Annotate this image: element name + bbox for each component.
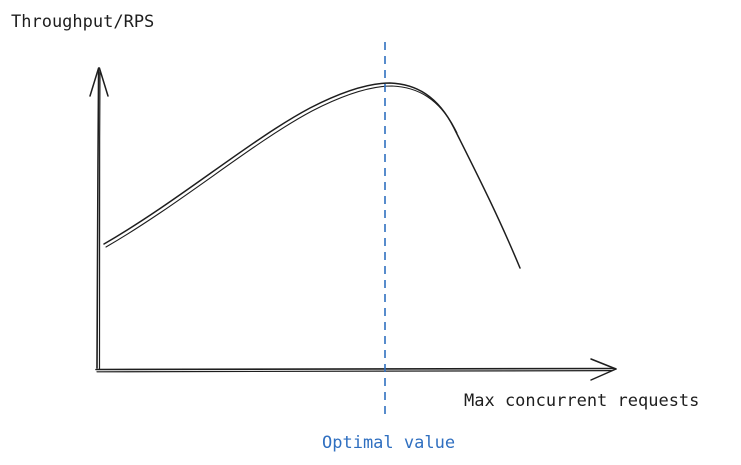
y-axis-label: Throughput/RPS [11,12,154,32]
x-axis-label: Max concurrent requests [464,391,699,411]
optimal-value-label: Optimal value [322,433,455,453]
y-axis [96,69,101,370]
x-axis-arrowhead [590,358,617,381]
y-axis-arrowhead [89,67,109,97]
throughput-curve [103,82,521,269]
x-axis [95,367,616,373]
